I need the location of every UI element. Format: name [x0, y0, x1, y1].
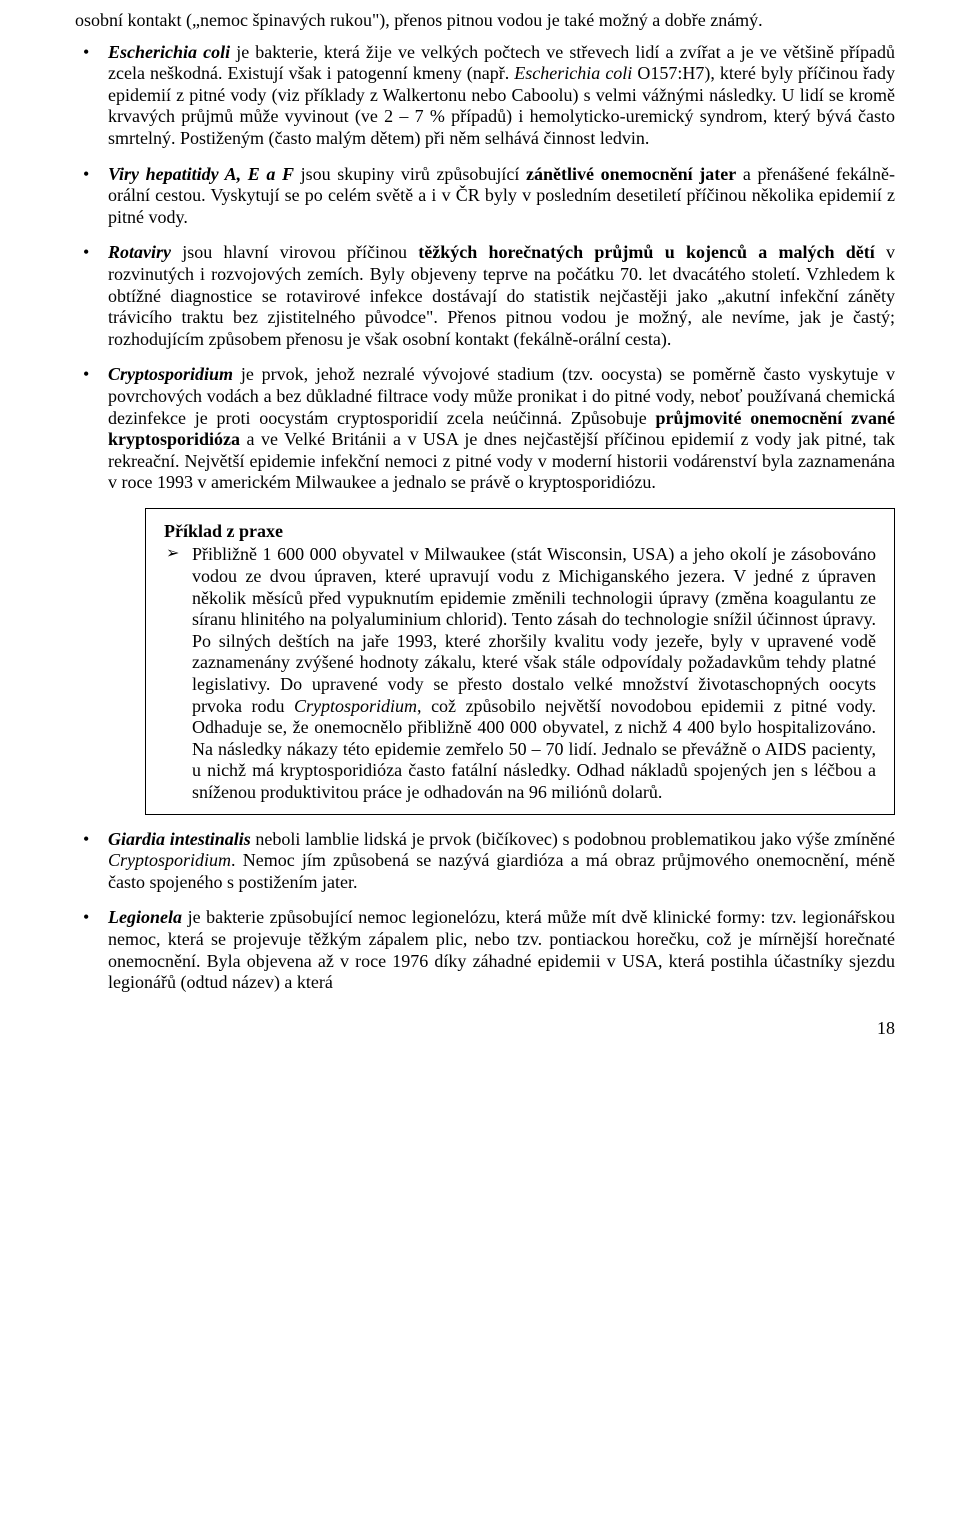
- text-mid: jsou hlavní virovou příčinou: [171, 242, 418, 262]
- example-box-item: Přibližně 1 600 000 obyvatel v Milwaukee…: [164, 544, 876, 803]
- list-item-giardia: Giardia intestinalis neboli lamblie lids…: [75, 829, 895, 894]
- lead-term: Legionela: [108, 907, 182, 927]
- pathogen-list: Escherichia coli je bakterie, která žije…: [75, 42, 895, 494]
- example-box-list: Přibližně 1 600 000 obyvatel v Milwaukee…: [164, 544, 876, 803]
- list-item-legionela: Legionela je bakterie způsobující nemoc …: [75, 907, 895, 993]
- example-text-pre: Přibližně 1 600 000 obyvatel v Milwaukee…: [192, 544, 876, 715]
- lead-term: Giardia intestinalis: [108, 829, 251, 849]
- intro-paragraph: osobní kontakt („nemoc špinavých rukou")…: [75, 10, 895, 32]
- example-box: Příklad z praxe Přibližně 1 600 000 obyv…: [145, 508, 895, 815]
- list-item-cryptosporidium: Cryptosporidium je prvok, jehož nezralé …: [75, 364, 895, 494]
- example-box-wrap: Příklad z praxe Přibližně 1 600 000 obyv…: [145, 508, 895, 815]
- example-box-title: Příklad z praxe: [164, 521, 876, 543]
- example-italic: Cryptosporidium: [294, 696, 417, 716]
- text-pre: neboli lamblie lidská je prvok (bičíkove…: [251, 829, 895, 849]
- mid-italic: Escherichia coli: [514, 63, 632, 83]
- text-mid: jsou skupiny virů způsobující: [294, 164, 526, 184]
- bold-phrase: zánětlivé onemocnění jater: [526, 164, 736, 184]
- lead-term: Rotaviry: [108, 242, 171, 262]
- lead-term: Escherichia coli: [108, 42, 230, 62]
- mid-italic: Cryptosporidium: [108, 850, 231, 870]
- list-item-rotaviry: Rotaviry jsou hlavní virovou příčinou tě…: [75, 242, 895, 350]
- bold-phrase: těžkých horečnatých průjmů u kojenců a m…: [418, 242, 874, 262]
- lead-term: Cryptosporidium: [108, 364, 233, 384]
- text-post: je bakterie způsobující nemoc legionelóz…: [108, 907, 895, 992]
- page-number: 18: [75, 1018, 895, 1040]
- lead-term: Viry hepatitidy A, E a F: [108, 164, 294, 184]
- pathogen-list-2: Giardia intestinalis neboli lamblie lids…: [75, 829, 895, 994]
- list-item-ecoli: Escherichia coli je bakterie, která žije…: [75, 42, 895, 150]
- list-item-hepatitis: Viry hepatitidy A, E a F jsou skupiny vi…: [75, 164, 895, 229]
